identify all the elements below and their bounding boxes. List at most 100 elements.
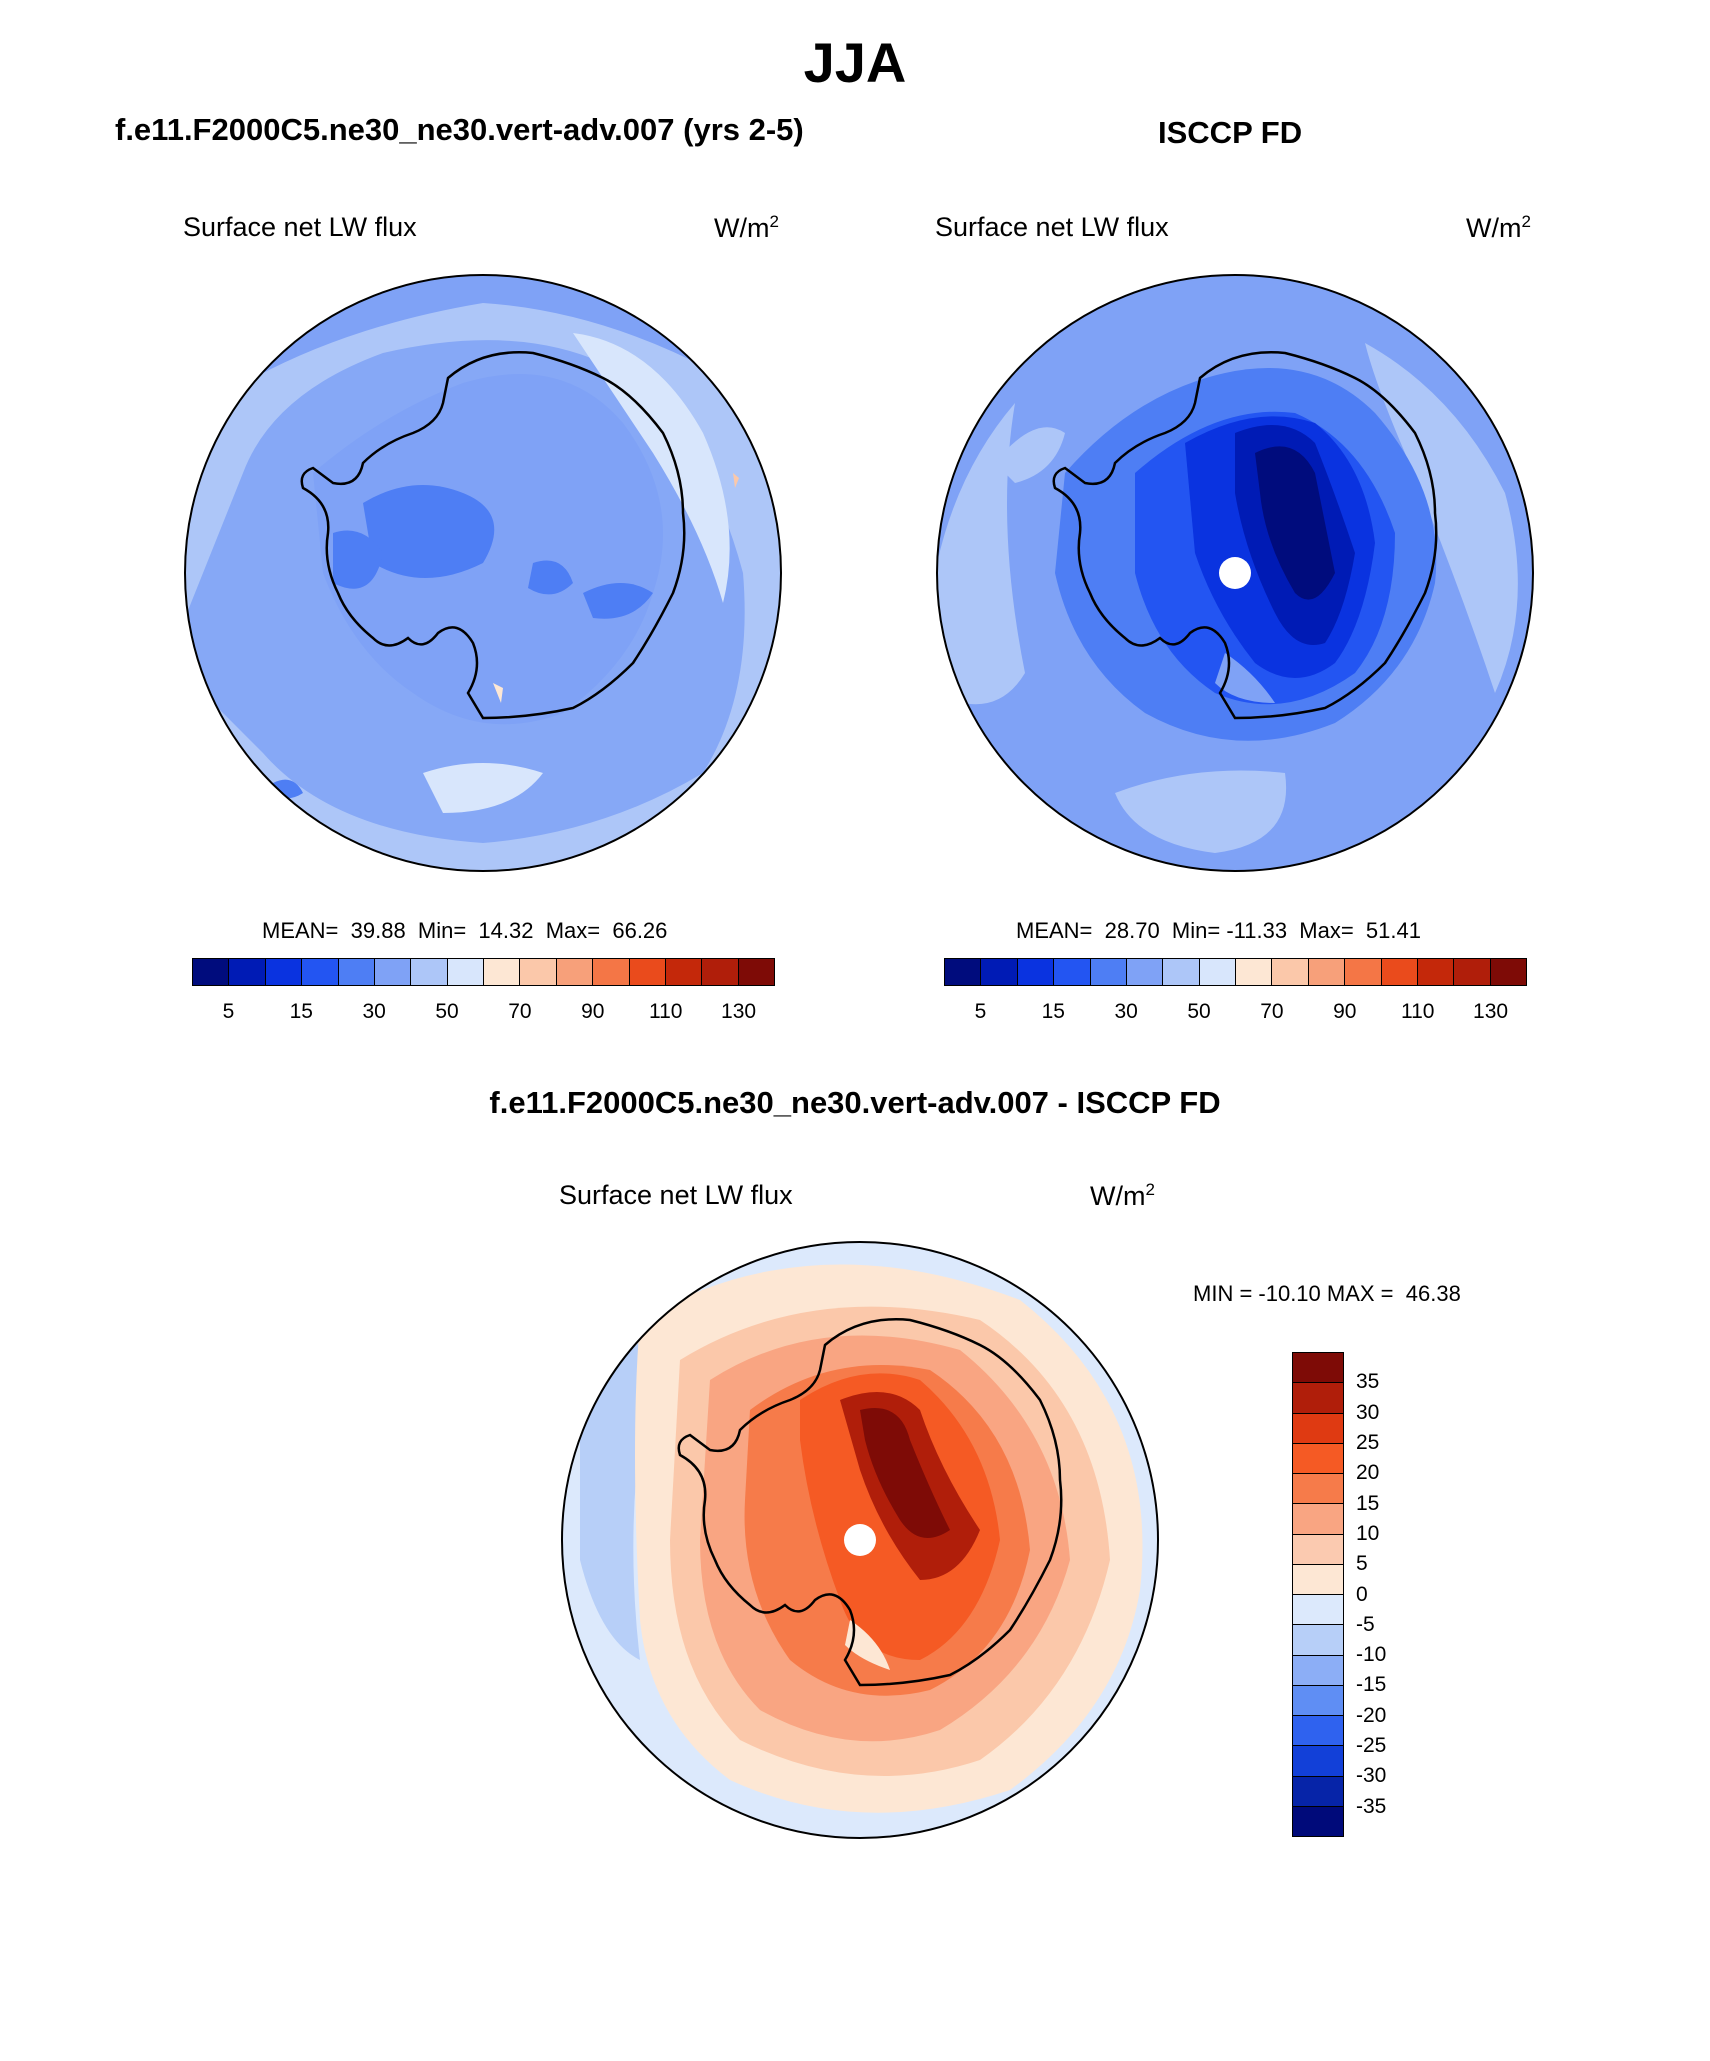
diff-colorbar-tick-label: -15 — [1356, 1673, 1387, 1697]
diff-colorbar-tick-label: 10 — [1356, 1521, 1380, 1545]
model-colorbar-swatch — [374, 959, 412, 985]
model-colorbar-tick-label: 130 — [721, 1000, 757, 1023]
obs-colorbar-swatch — [1126, 959, 1164, 985]
diff-colorbar-swatch — [1293, 1564, 1343, 1595]
obs-colorbar-swatch — [1272, 959, 1309, 985]
obs-colorbar-swatch — [1381, 959, 1418, 985]
diff-colorbar-swatch — [1293, 1716, 1343, 1747]
obs-colorbar-swatch — [981, 959, 1018, 985]
diff-colorbar — [1292, 1352, 1344, 1837]
obs-colorbar-tick-label: 110 — [1400, 1000, 1435, 1023]
diff-colorbar-swatch — [1293, 1534, 1343, 1565]
model-colorbar-swatch — [629, 959, 666, 985]
diff-stats: MIN = -10.10 MAX = 46.38 — [1193, 1281, 1461, 1306]
model-colorbar-ticks: 5 15 30 50 70 90 110 130 — [192, 1000, 775, 1030]
model-panel-title: f.e11.F2000C5.ne30_ne30.vert-adv.007 (yr… — [115, 112, 804, 147]
obs-colorbar-swatch — [1090, 959, 1127, 985]
diff-colorbar-swatch — [1293, 1746, 1343, 1777]
model-colorbar-tick-label: 70 — [508, 1000, 532, 1023]
diff-colorbar-swatch — [1293, 1625, 1343, 1656]
model-colorbar-swatch — [738, 959, 774, 985]
model-colorbar-swatch — [302, 959, 339, 985]
pole-hole-marker — [1219, 557, 1251, 589]
diff-unit-label: W/m2 — [1090, 1180, 1155, 1211]
model-colorbar — [192, 958, 775, 986]
obs-colorbar-swatch — [1417, 959, 1455, 985]
obs-colorbar-swatch — [1490, 959, 1526, 985]
obs-stats: MEAN= 28.70 Min= -11.33 Max= 51.41 — [1016, 918, 1421, 943]
obs-unit-label: W/m2 — [1466, 212, 1531, 243]
model-colorbar-swatch — [702, 959, 739, 985]
obs-colorbar-tick-label: 90 — [1333, 1000, 1357, 1023]
model-colorbar-swatch — [556, 959, 594, 985]
diff-colorbar-swatch — [1293, 1685, 1343, 1716]
diff-colorbar-tick-label: 30 — [1356, 1400, 1380, 1424]
model-colorbar-swatch — [229, 959, 266, 985]
model-colorbar-swatch — [484, 959, 521, 985]
obs-colorbar-tick-label: 70 — [1260, 1000, 1284, 1023]
diff-colorbar-tick-label: -20 — [1356, 1703, 1387, 1727]
model-unit-label: W/m2 — [714, 212, 779, 243]
diff-colorbar-swatch — [1293, 1595, 1343, 1626]
obs-colorbar-swatch — [1454, 959, 1491, 985]
diff-variable-label: Surface net LW flux — [559, 1180, 793, 1210]
model-colorbar-swatch — [593, 959, 630, 985]
obs-colorbar-swatch — [1017, 959, 1055, 985]
diff-colorbar-swatch — [1293, 1806, 1343, 1836]
diff-colorbar-tick-label: -35 — [1356, 1794, 1387, 1818]
model-colorbar-tick-label: 5 — [222, 1000, 235, 1023]
obs-colorbar-swatch — [945, 959, 982, 985]
diff-colorbar-swatch — [1293, 1776, 1343, 1807]
model-colorbar-swatch — [193, 959, 230, 985]
model-variable-label: Surface net LW flux — [183, 212, 417, 242]
model-colorbar-tick-label: 30 — [362, 1000, 386, 1023]
diff-colorbar-tick-label: 0 — [1356, 1582, 1368, 1606]
diff-colorbar-tick-label: 5 — [1356, 1552, 1368, 1576]
diff-colorbar-tick-label: -5 — [1356, 1612, 1375, 1636]
diff-colorbar-tick-label: -10 — [1356, 1643, 1387, 1667]
obs-colorbar-swatch — [1236, 959, 1273, 985]
model-polar-map — [184, 274, 782, 872]
diff-colorbar-ticks: 35 30 25 20 15 10 5 0 -5 -10 -15 -20 -25 -30 -35 — [1356, 1352, 1436, 1837]
model-stats: MEAN= 39.88 Min= 14.32 Max= 66.26 — [262, 918, 668, 943]
diff-colorbar-swatch — [1293, 1353, 1343, 1384]
obs-colorbar-swatch — [1345, 959, 1382, 985]
obs-panel-title: ISCCP FD — [1158, 115, 1303, 150]
diff-colorbar-tick-label: -25 — [1356, 1734, 1387, 1758]
diff-colorbar-swatch — [1293, 1443, 1343, 1474]
diff-colorbar-tick-label: 15 — [1356, 1491, 1380, 1515]
model-colorbar-swatch — [447, 959, 484, 985]
model-colorbar-tick-label: 110 — [648, 1000, 683, 1023]
diff-colorbar-tick-label: 25 — [1356, 1430, 1380, 1454]
diff-colorbar-swatch — [1293, 1383, 1343, 1414]
obs-colorbar-tick-label: 30 — [1114, 1000, 1138, 1023]
obs-colorbar-swatch — [1199, 959, 1236, 985]
model-light-band — [573, 333, 730, 603]
model-colorbar-tick-label: 50 — [435, 1000, 459, 1023]
diff-colorbar-tick-label: 20 — [1356, 1461, 1380, 1485]
obs-colorbar — [944, 958, 1527, 986]
obs-colorbar-tick-label: 50 — [1187, 1000, 1211, 1023]
diff-colorbar-swatch — [1293, 1504, 1343, 1535]
obs-colorbar-swatch — [1308, 959, 1346, 985]
diff-colorbar-swatch — [1293, 1655, 1343, 1686]
obs-colorbar-tick-label: 5 — [974, 1000, 987, 1023]
model-colorbar-swatch — [520, 959, 557, 985]
diff-colorbar-swatch — [1293, 1474, 1343, 1505]
obs-variable-label: Surface net LW flux — [935, 212, 1169, 242]
model-colorbar-tick-label: 15 — [289, 1000, 313, 1023]
model-colorbar-swatch — [665, 959, 703, 985]
diff-polar-map — [561, 1241, 1159, 1839]
diff-panel-title: f.e11.F2000C5.ne30_ne30.vert-adv.007 - I… — [489, 1085, 1221, 1120]
diff-colorbar-tick-label: 35 — [1356, 1370, 1380, 1394]
obs-colorbar-tick-label: 130 — [1473, 1000, 1509, 1023]
obs-colorbar-swatch — [1163, 959, 1200, 985]
model-colorbar-swatch — [265, 959, 303, 985]
obs-colorbar-swatch — [1054, 959, 1091, 985]
diff-colorbar-tick-label: -30 — [1356, 1764, 1387, 1788]
model-colorbar-tick-label: 90 — [581, 1000, 605, 1023]
diff-colorbar-swatch — [1293, 1413, 1343, 1444]
model-colorbar-swatch — [338, 959, 375, 985]
obs-colorbar-tick-label: 15 — [1041, 1000, 1065, 1023]
model-colorbar-swatch — [411, 959, 448, 985]
